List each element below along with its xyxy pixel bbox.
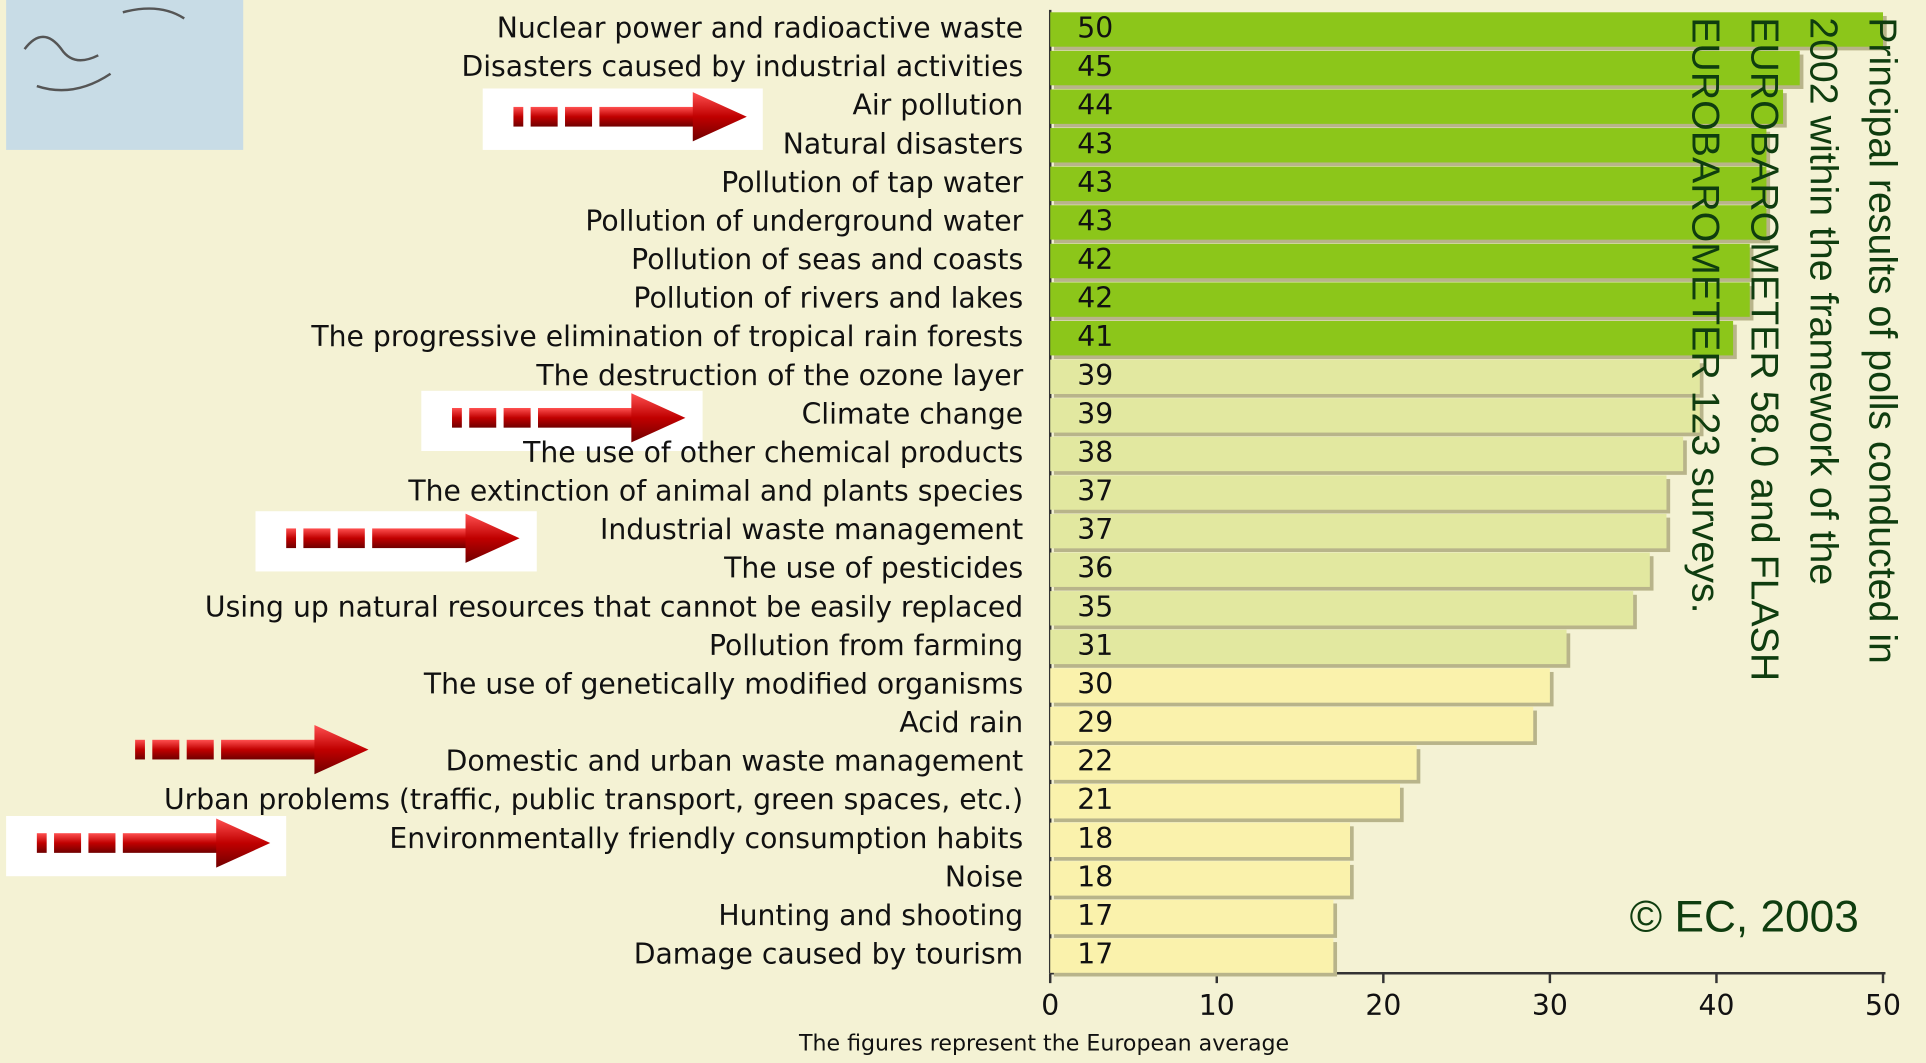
category-label: Pollution of rivers and lakes bbox=[633, 282, 1023, 315]
bar bbox=[1050, 706, 1534, 742]
category-label: Nuclear power and radioactive waste bbox=[497, 11, 1023, 44]
cartoon bbox=[6, 0, 244, 150]
value-label: 39 bbox=[1077, 359, 1113, 392]
bar bbox=[1050, 128, 1767, 163]
bar bbox=[1050, 205, 1767, 240]
value-label: 37 bbox=[1077, 475, 1113, 508]
x-tick-label: 20 bbox=[1365, 989, 1401, 1022]
category-label: Environmentally friendly consumption hab… bbox=[389, 822, 1023, 855]
bar bbox=[1050, 745, 1417, 780]
category-label: Climate change bbox=[802, 397, 1024, 430]
annotation-line: 2002 within the framework of the bbox=[1802, 17, 1846, 585]
arrow-markers bbox=[6, 88, 763, 877]
value-label: 36 bbox=[1077, 552, 1113, 585]
annotation-line: EUROBAROMETER 58.0 and FLASH bbox=[1743, 17, 1787, 681]
value-label: 44 bbox=[1077, 89, 1113, 122]
category-label: Using up natural resources that cannot b… bbox=[205, 590, 1023, 623]
value-label: 17 bbox=[1077, 899, 1113, 932]
value-label: 35 bbox=[1077, 590, 1113, 623]
bar bbox=[1050, 359, 1700, 394]
bar bbox=[1050, 320, 1734, 356]
value-label: 42 bbox=[1077, 243, 1113, 276]
bar bbox=[1050, 899, 1334, 935]
x-tick-label: 0 bbox=[1041, 989, 1059, 1022]
bar bbox=[1050, 668, 1550, 703]
value-label: 30 bbox=[1077, 667, 1113, 700]
bar bbox=[1050, 282, 1750, 317]
category-label: Domestic and urban waste management bbox=[446, 745, 1024, 778]
category-label: Pollution of seas and coasts bbox=[631, 243, 1023, 276]
category-label: The extinction of animal and plants spec… bbox=[407, 475, 1023, 508]
value-label: 43 bbox=[1077, 127, 1113, 160]
bar bbox=[1050, 12, 1884, 47]
value-label: 42 bbox=[1077, 282, 1113, 315]
category-label: Pollution of underground water bbox=[585, 204, 1023, 237]
bar bbox=[1050, 822, 1351, 858]
copyright: © EC, 2003 bbox=[1630, 892, 1859, 941]
bar bbox=[1050, 784, 1400, 819]
category-label: The use of pesticides bbox=[723, 552, 1023, 585]
bar bbox=[1050, 50, 1800, 86]
category-label: Hunting and shooting bbox=[718, 899, 1023, 932]
value-label: 31 bbox=[1077, 629, 1113, 662]
value-label: 43 bbox=[1077, 204, 1113, 237]
bar bbox=[1050, 552, 1650, 587]
bar bbox=[1050, 398, 1700, 433]
bar bbox=[1050, 475, 1667, 510]
value-label: 37 bbox=[1077, 513, 1113, 546]
category-label: The use of genetically modified organism… bbox=[423, 667, 1023, 700]
bar bbox=[1050, 166, 1767, 202]
x-tick-label: 50 bbox=[1865, 989, 1901, 1022]
x-tick-label: 10 bbox=[1199, 989, 1235, 1022]
category-label: Air pollution bbox=[853, 89, 1024, 122]
category-label: Pollution from farming bbox=[709, 629, 1023, 662]
bar bbox=[1050, 591, 1634, 626]
value-label: 38 bbox=[1077, 436, 1113, 469]
value-label: 39 bbox=[1077, 397, 1113, 430]
bar bbox=[1050, 861, 1351, 896]
value-label: 22 bbox=[1077, 745, 1113, 778]
category-label: Noise bbox=[945, 860, 1023, 893]
category-label: Pollution of tap water bbox=[721, 166, 1023, 199]
value-label: 41 bbox=[1077, 320, 1113, 353]
value-label: 18 bbox=[1077, 822, 1113, 855]
bar bbox=[1050, 513, 1667, 549]
annotation-line: EUROBAROMETER 123 surveys. bbox=[1684, 17, 1728, 613]
value-label: 18 bbox=[1077, 860, 1113, 893]
category-label: Acid rain bbox=[899, 706, 1023, 739]
footnote: The figures represent the European avera… bbox=[798, 1031, 1289, 1057]
value-label: 21 bbox=[1077, 783, 1113, 816]
bar bbox=[1050, 89, 1784, 124]
x-tick-label: 30 bbox=[1532, 989, 1568, 1022]
category-label: The use of other chemical products bbox=[522, 436, 1023, 469]
category-label: The destruction of the ozone layer bbox=[535, 359, 1023, 392]
value-label: 50 bbox=[1077, 11, 1113, 44]
category-label: Urban problems (traffic, public transpor… bbox=[164, 783, 1023, 816]
category-label: Industrial waste management bbox=[600, 513, 1023, 546]
category-label: Natural disasters bbox=[783, 127, 1023, 160]
category-label: Damage caused by tourism bbox=[634, 938, 1023, 971]
value-label: 45 bbox=[1077, 50, 1113, 83]
value-label: 17 bbox=[1077, 938, 1113, 971]
value-label: 29 bbox=[1077, 706, 1113, 739]
bar bbox=[1050, 938, 1334, 973]
annotation-line: Principal results of polls conducted in bbox=[1860, 17, 1904, 664]
x-tick-label: 40 bbox=[1698, 989, 1734, 1022]
bar bbox=[1050, 243, 1750, 279]
bar bbox=[1050, 436, 1684, 472]
category-label: Disasters caused by industrial activitie… bbox=[461, 50, 1023, 83]
value-label: 43 bbox=[1077, 166, 1113, 199]
bar bbox=[1050, 629, 1567, 665]
category-label: The progressive elimination of tropical … bbox=[310, 320, 1023, 353]
